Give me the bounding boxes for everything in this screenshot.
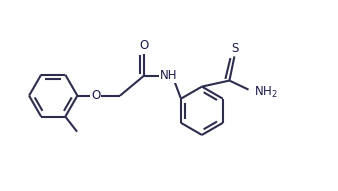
Text: O: O	[91, 89, 100, 102]
Text: O: O	[140, 39, 149, 52]
Text: S: S	[231, 41, 238, 54]
Text: NH$_2$: NH$_2$	[254, 85, 277, 100]
Text: NH: NH	[160, 69, 177, 82]
